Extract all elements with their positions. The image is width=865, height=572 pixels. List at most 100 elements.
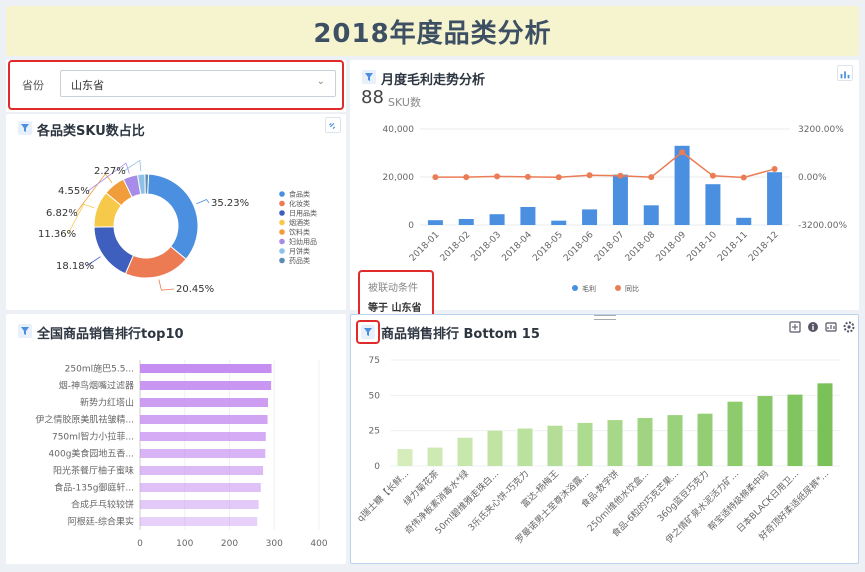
bar-mark — [667, 415, 683, 466]
settings-icon[interactable] — [843, 321, 855, 333]
legend-label: 化妆类 — [289, 199, 310, 208]
legend-label: 妇幼用品 — [289, 237, 317, 246]
drag-handle[interactable] — [594, 315, 616, 320]
slice-value-label: 11.36% — [38, 229, 76, 240]
slice-value-label: 18.18% — [56, 261, 94, 272]
dashboard-title: 2018年度品类分析 — [313, 18, 552, 49]
bar-mark — [489, 214, 505, 225]
slice-value-label: 2.27% — [94, 166, 126, 177]
bar-mark — [547, 425, 563, 466]
dashboard-banner: 2018年度品类分析 — [6, 6, 859, 56]
x-tick-label: 2018-11 — [716, 230, 750, 264]
bar-mark — [140, 432, 266, 441]
bar-mark — [577, 422, 593, 466]
legend-label: 烟酒类 — [289, 218, 310, 227]
passive-condition-label: 被联动条件 — [368, 283, 418, 294]
bar-mark — [140, 381, 272, 390]
filter-icon[interactable] — [18, 324, 32, 338]
line-point — [555, 174, 562, 181]
line-point — [586, 172, 593, 179]
legend-swatch — [279, 191, 285, 197]
label-leader — [67, 203, 95, 235]
legend-label: 饮料类 — [289, 228, 310, 237]
bar-mark — [551, 220, 567, 225]
y-tick-label: 食品-135g御庭轩... — [54, 482, 134, 494]
bar-mark — [140, 483, 261, 492]
province-select[interactable]: 山东省 ⌄ — [60, 70, 336, 97]
bar-mark — [457, 437, 473, 466]
bar-mark — [757, 396, 773, 466]
y-tick-label: 新势力红塔山 — [80, 397, 134, 409]
bar-mark — [520, 207, 536, 225]
legend-swatch — [279, 248, 285, 254]
bar-mark — [397, 449, 413, 466]
line-point — [740, 174, 747, 181]
series-line — [435, 151, 775, 179]
bar-mark — [817, 383, 833, 466]
line-point — [463, 174, 470, 181]
bar-mark — [697, 413, 713, 466]
legend-swatch — [279, 238, 285, 245]
chart-switch-icon[interactable] — [825, 321, 837, 333]
bottom15-title: 商品销售排行 Bottom 15 — [381, 327, 540, 342]
legend-label: 药品类 — [289, 256, 310, 265]
y-left-tick-label: 40,000 — [383, 125, 415, 135]
x-tick-label: 100 — [176, 539, 193, 549]
bar-mark — [637, 417, 653, 466]
kpi-value: 88 — [361, 87, 384, 108]
line-point — [709, 172, 716, 179]
filter-icon[interactable] — [18, 121, 32, 135]
y-tick-label: 0 — [374, 462, 380, 472]
bar-mark — [140, 449, 266, 458]
x-tick-label: 2018-04 — [500, 230, 534, 264]
bar-mark — [140, 500, 259, 509]
sku-donut-chart: 35.23%20.45%18.18%11.36%6.82%4.55%2.27% … — [38, 159, 317, 295]
passive-condition-value: 等于 山东省 — [368, 303, 422, 314]
y-tick-label: 25 — [369, 427, 380, 437]
bar-mark — [140, 466, 264, 475]
legend-swatch — [279, 200, 285, 207]
label-leader — [85, 256, 101, 267]
y-tick-label: 750ml智力小拉菲... — [52, 431, 134, 443]
legend-label: 月饼类 — [289, 247, 310, 256]
bar-mark — [705, 184, 721, 225]
line-point — [771, 166, 778, 173]
bar-mark — [582, 209, 598, 225]
filter-icon[interactable] — [361, 325, 375, 339]
line-point — [679, 149, 686, 156]
x-tick-label: 200 — [221, 539, 238, 549]
line-point — [494, 173, 501, 180]
info-icon[interactable] — [807, 321, 819, 333]
chevron-down-icon: ⌄ — [316, 76, 325, 87]
bar-mark — [140, 415, 268, 424]
top10-bar-chart: 0 100 200 300 400 250ml施巴5.5... 烟-神鸟烟嘴过滤器新势力红塔… — [35, 360, 328, 549]
label-leader — [123, 159, 142, 172]
bar-mark — [643, 205, 659, 225]
y-tick-label: 50 — [369, 391, 381, 401]
bar-mark — [787, 394, 803, 466]
top10-title: 全国商品销售排行top10 — [37, 327, 184, 342]
passive-condition-highlight — [358, 270, 434, 318]
bar-mark — [140, 517, 258, 526]
y-right-tick-label: -3200.00% — [798, 221, 847, 231]
line-point — [432, 174, 439, 181]
monthly-combo-chart: 40,000 20,000 0 3200.00% 0.00% -3200.00% 2018-… — [383, 125, 848, 293]
x-tick-label: 2018-10 — [685, 230, 719, 264]
filter-label: 省份 — [22, 79, 44, 92]
province-select-value: 山东省 — [71, 79, 104, 92]
chart-type-icon[interactable] — [837, 65, 853, 81]
bar-mark — [487, 430, 503, 466]
bottom15-bar-chart: 7550250q瑞士糖【长鲜...绿力菊花茶奇伟净板素消毒水*绿50ml碧维雅走… — [354, 356, 840, 546]
x-tick-label: 2018-03 — [470, 230, 504, 264]
y-tick-label: 250ml施巴5.5... — [65, 363, 134, 375]
x-tick-label: 2018-06 — [562, 230, 596, 264]
legend-swatch — [572, 285, 578, 291]
line-point — [648, 174, 655, 181]
legend-swatch — [279, 257, 285, 264]
link-icon[interactable] — [325, 117, 341, 133]
sku-share-title: 各品类SKU数占比 — [37, 124, 145, 139]
export-icon[interactable] — [789, 321, 801, 333]
y-right-tick-label: 3200.00% — [798, 125, 844, 135]
filter-icon[interactable] — [362, 70, 376, 84]
bar-mark — [736, 217, 752, 225]
